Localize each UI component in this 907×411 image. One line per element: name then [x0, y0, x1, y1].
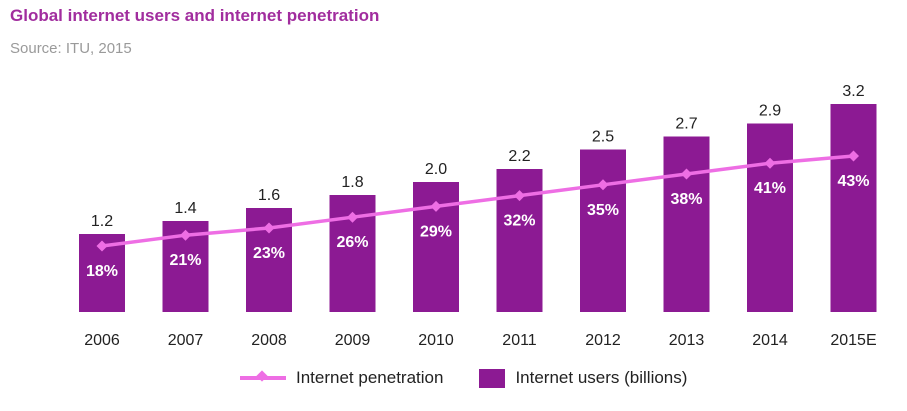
x-tick-label-2006: 2006: [84, 332, 120, 349]
penetration-label-2010: 29%: [420, 223, 452, 240]
bar-2013: [663, 136, 710, 312]
legend-label-users: Internet users (billions): [515, 368, 688, 387]
penetration-marker-2010: [430, 200, 442, 212]
x-tick-label-2009: 2009: [335, 332, 371, 349]
penetration-marker-2014: [764, 157, 776, 169]
bar-value-label-2013: 2.7: [675, 116, 697, 133]
penetration-marker-2007: [180, 229, 191, 241]
penetration-marker-2009: [347, 211, 358, 223]
x-tick-label-2012: 2012: [585, 332, 621, 349]
x-tick-label-2008: 2008: [251, 332, 287, 349]
bar-2012: [580, 149, 626, 312]
x-tick-label-2013: 2013: [669, 332, 705, 349]
penetration-marker-2015E: [848, 150, 859, 162]
legend-bar-swatch: [479, 368, 506, 388]
penetration-marker-2013: [681, 168, 692, 180]
penetration-label-2014: 41%: [754, 180, 786, 197]
bar-value-label-2010: 2.0: [425, 161, 447, 178]
legend-item-users: Internet users (billions): [479, 368, 687, 388]
penetration-line: [101, 154, 854, 248]
bar-2014: [747, 123, 793, 312]
legend-label-penetration: Internet penetration: [296, 368, 444, 387]
chart-subtitle: Source: ITU, 2015: [10, 40, 132, 57]
x-tick-label-2010: 2010: [418, 332, 454, 349]
penetration-label-2012: 35%: [587, 202, 619, 219]
penetration-marker-2008: [263, 222, 275, 234]
penetration-marker-2011: [514, 190, 525, 202]
x-tick-label-2014: 2014: [752, 332, 788, 349]
chart-legend: Internet penetration Internet users (bil…: [240, 368, 723, 388]
penetration-label-2007: 21%: [169, 252, 201, 269]
bar-value-label-2012: 2.5: [592, 129, 614, 146]
bar-value-label-2014: 2.9: [759, 103, 781, 120]
penetration-marker-2006: [96, 240, 108, 252]
legend-item-penetration: Internet penetration: [240, 368, 443, 388]
chart-title: Global internet users and internet penet…: [10, 6, 380, 25]
x-tick-label-2011: 2011: [502, 332, 537, 349]
x-tick-label-2015E: 2015E: [830, 332, 876, 349]
penetration-marker-2012: [597, 179, 609, 191]
bar-value-label-2015E: 3.2: [842, 83, 864, 100]
penetration-label-2009: 26%: [336, 234, 368, 251]
bar-2015E: [830, 104, 877, 312]
penetration-label-2011: 32%: [503, 213, 535, 230]
penetration-label-2013: 38%: [670, 191, 702, 208]
bar-value-label-2007: 1.4: [174, 200, 196, 217]
bar-value-label-2006: 1.2: [91, 213, 113, 230]
bar-value-label-2009: 1.8: [341, 174, 363, 191]
penetration-label-2006: 18%: [86, 263, 118, 280]
penetration-label-2008: 23%: [253, 245, 285, 262]
x-tick-label-2007: 2007: [168, 332, 204, 349]
bar-value-label-2011: 2.2: [508, 148, 530, 165]
legend-line-swatch: [240, 376, 286, 380]
penetration-label-2015E: 43%: [837, 173, 869, 190]
bar-value-label-2008: 1.6: [258, 187, 280, 204]
